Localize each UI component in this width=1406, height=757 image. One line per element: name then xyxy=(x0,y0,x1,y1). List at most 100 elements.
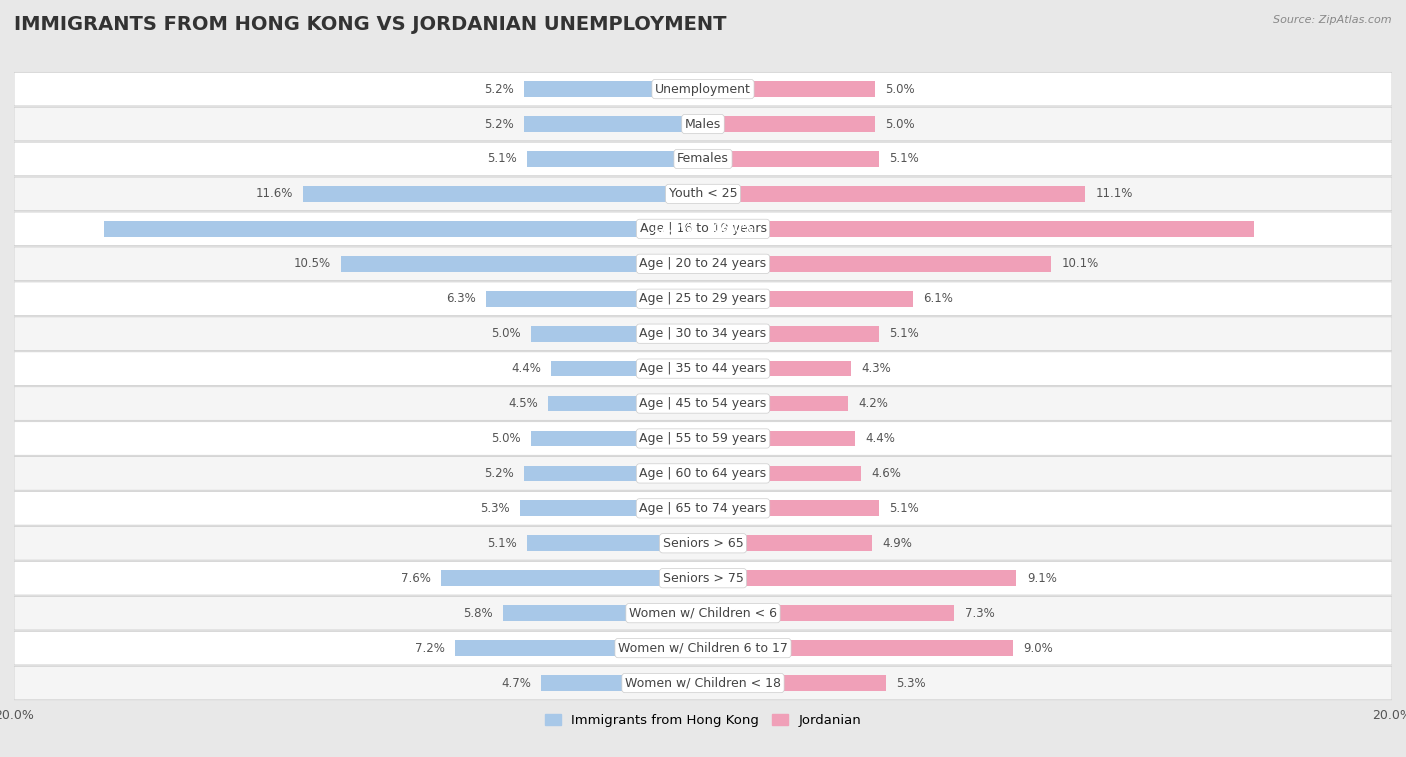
Bar xyxy=(703,116,875,132)
Text: Unemployment: Unemployment xyxy=(655,83,751,95)
Text: 5.0%: 5.0% xyxy=(886,117,915,130)
Text: 5.1%: 5.1% xyxy=(889,152,918,166)
Text: Age | 35 to 44 years: Age | 35 to 44 years xyxy=(640,362,766,375)
Bar xyxy=(531,326,703,341)
Text: 5.1%: 5.1% xyxy=(889,327,918,340)
Text: 6.1%: 6.1% xyxy=(924,292,953,305)
Text: Age | 25 to 29 years: Age | 25 to 29 years xyxy=(640,292,766,305)
Text: 4.4%: 4.4% xyxy=(865,432,894,445)
Bar xyxy=(524,81,703,97)
Bar xyxy=(703,326,879,341)
FancyBboxPatch shape xyxy=(14,631,1392,665)
Text: 7.2%: 7.2% xyxy=(415,642,444,655)
FancyBboxPatch shape xyxy=(14,282,1392,316)
Legend: Immigrants from Hong Kong, Jordanian: Immigrants from Hong Kong, Jordanian xyxy=(540,709,866,732)
Text: Males: Males xyxy=(685,117,721,130)
Bar xyxy=(104,221,703,237)
FancyBboxPatch shape xyxy=(14,247,1392,281)
Text: Age | 30 to 34 years: Age | 30 to 34 years xyxy=(640,327,766,340)
Bar xyxy=(486,291,703,307)
Bar xyxy=(524,116,703,132)
Text: 4.7%: 4.7% xyxy=(501,677,531,690)
Text: 5.3%: 5.3% xyxy=(896,677,925,690)
Text: 5.8%: 5.8% xyxy=(463,606,494,620)
Bar xyxy=(304,186,703,202)
FancyBboxPatch shape xyxy=(14,107,1392,141)
Bar xyxy=(441,570,703,586)
Text: 5.1%: 5.1% xyxy=(488,537,517,550)
FancyBboxPatch shape xyxy=(14,666,1392,699)
Text: 17.4%: 17.4% xyxy=(652,223,693,235)
FancyBboxPatch shape xyxy=(14,527,1392,560)
Text: 5.2%: 5.2% xyxy=(484,83,513,95)
Bar xyxy=(703,640,1012,656)
Text: 9.0%: 9.0% xyxy=(1024,642,1053,655)
Text: Age | 55 to 59 years: Age | 55 to 59 years xyxy=(640,432,766,445)
Bar xyxy=(703,291,912,307)
FancyBboxPatch shape xyxy=(14,177,1392,210)
Text: Women w/ Children 6 to 17: Women w/ Children 6 to 17 xyxy=(619,642,787,655)
Text: Age | 45 to 54 years: Age | 45 to 54 years xyxy=(640,397,766,410)
Bar xyxy=(456,640,703,656)
Text: 4.4%: 4.4% xyxy=(512,362,541,375)
Bar xyxy=(703,361,851,376)
Text: 5.1%: 5.1% xyxy=(889,502,918,515)
Text: 4.5%: 4.5% xyxy=(508,397,537,410)
Text: 5.2%: 5.2% xyxy=(484,117,513,130)
FancyBboxPatch shape xyxy=(14,317,1392,350)
Text: Seniors > 75: Seniors > 75 xyxy=(662,572,744,584)
FancyBboxPatch shape xyxy=(14,212,1392,245)
Bar xyxy=(524,466,703,481)
Bar xyxy=(703,151,879,167)
FancyBboxPatch shape xyxy=(14,422,1392,455)
FancyBboxPatch shape xyxy=(14,142,1392,176)
Text: 5.0%: 5.0% xyxy=(886,83,915,95)
FancyBboxPatch shape xyxy=(14,73,1392,106)
Text: 6.3%: 6.3% xyxy=(446,292,475,305)
Text: IMMIGRANTS FROM HONG KONG VS JORDANIAN UNEMPLOYMENT: IMMIGRANTS FROM HONG KONG VS JORDANIAN U… xyxy=(14,15,727,34)
Text: 7.3%: 7.3% xyxy=(965,606,994,620)
Bar xyxy=(703,535,872,551)
Bar xyxy=(531,431,703,447)
Text: 4.2%: 4.2% xyxy=(858,397,887,410)
Bar xyxy=(703,256,1050,272)
Text: 16.0%: 16.0% xyxy=(713,223,754,235)
Text: Age | 16 to 19 years: Age | 16 to 19 years xyxy=(640,223,766,235)
Bar xyxy=(703,675,886,691)
Bar xyxy=(703,81,875,97)
Text: 4.6%: 4.6% xyxy=(872,467,901,480)
Bar xyxy=(548,396,703,411)
Bar xyxy=(551,361,703,376)
Bar xyxy=(703,606,955,621)
Text: 5.0%: 5.0% xyxy=(491,327,520,340)
FancyBboxPatch shape xyxy=(14,562,1392,595)
Bar xyxy=(703,466,862,481)
Text: 7.6%: 7.6% xyxy=(401,572,430,584)
Text: Source: ZipAtlas.com: Source: ZipAtlas.com xyxy=(1274,15,1392,25)
Text: Women w/ Children < 18: Women w/ Children < 18 xyxy=(626,677,780,690)
Bar xyxy=(503,606,703,621)
Text: 10.1%: 10.1% xyxy=(1062,257,1098,270)
Bar xyxy=(703,431,855,447)
Bar xyxy=(527,535,703,551)
FancyBboxPatch shape xyxy=(14,597,1392,630)
Bar xyxy=(703,221,1254,237)
Bar xyxy=(703,186,1085,202)
Text: 10.5%: 10.5% xyxy=(294,257,330,270)
Text: Age | 20 to 24 years: Age | 20 to 24 years xyxy=(640,257,766,270)
Text: Females: Females xyxy=(678,152,728,166)
FancyBboxPatch shape xyxy=(14,456,1392,491)
FancyBboxPatch shape xyxy=(14,387,1392,420)
Text: 5.1%: 5.1% xyxy=(488,152,517,166)
Text: 5.2%: 5.2% xyxy=(484,467,513,480)
Bar xyxy=(703,396,848,411)
Text: 9.1%: 9.1% xyxy=(1026,572,1057,584)
Bar xyxy=(527,151,703,167)
Bar xyxy=(520,500,703,516)
Text: 11.1%: 11.1% xyxy=(1095,188,1133,201)
Text: 5.0%: 5.0% xyxy=(491,432,520,445)
Bar xyxy=(703,570,1017,586)
Text: Age | 60 to 64 years: Age | 60 to 64 years xyxy=(640,467,766,480)
Text: 11.6%: 11.6% xyxy=(256,188,292,201)
Text: 4.9%: 4.9% xyxy=(882,537,912,550)
